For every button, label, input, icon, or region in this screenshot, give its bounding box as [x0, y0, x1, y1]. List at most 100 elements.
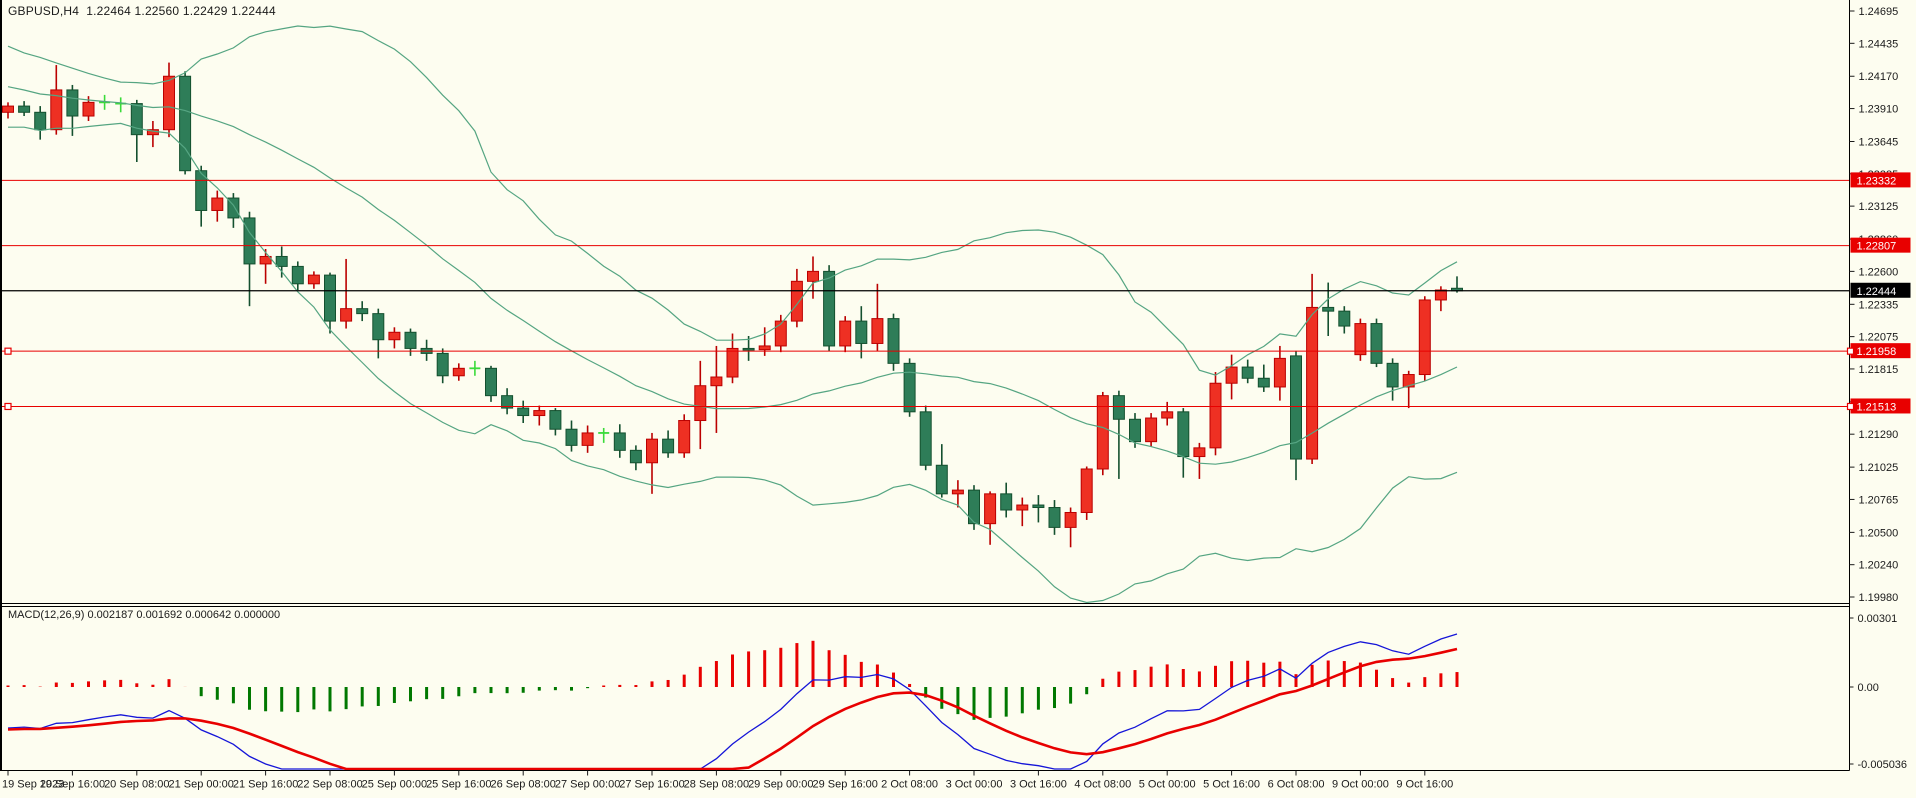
candle	[935, 444, 948, 498]
candle-body	[163, 75, 175, 131]
candle-body	[50, 89, 63, 131]
price-tick-label: 1.24695	[1859, 6, 1899, 18]
candle	[919, 405, 932, 471]
candle	[1370, 318, 1383, 368]
candle-body	[1129, 418, 1141, 443]
candle	[678, 414, 691, 458]
macd-signal-line	[7, 647, 1458, 771]
candle	[581, 425, 594, 453]
price-plate-label: 1.23332	[1857, 175, 1897, 187]
candle	[968, 485, 980, 530]
price-tick-label: 1.24170	[1859, 71, 1899, 83]
time-tick-label: 4 Oct 08:00	[1074, 779, 1131, 791]
plate-handle[interactable]	[1846, 402, 1855, 411]
candle	[1306, 273, 1319, 465]
candle	[565, 420, 578, 452]
bollinger-bands	[7, 25, 1458, 604]
candle	[839, 316, 852, 353]
candle-body	[742, 347, 755, 351]
time-tick-label: 27 Sep 00:00	[555, 779, 620, 791]
price-tick-label: 1.22600	[1859, 266, 1899, 278]
candle	[710, 345, 723, 433]
candle-body	[1000, 493, 1013, 511]
price-plate-label: 1.22807	[1857, 241, 1897, 253]
time-tick-label: 29 Sep 00:00	[748, 779, 813, 791]
candle	[629, 445, 642, 471]
line-handle[interactable]	[4, 347, 12, 355]
candle-body	[388, 331, 401, 341]
candle-body	[629, 449, 642, 464]
candle	[823, 265, 836, 351]
candle	[790, 268, 803, 328]
candle	[324, 272, 336, 334]
candle-body	[1257, 377, 1270, 388]
candle-body	[1032, 504, 1045, 509]
candle	[469, 360, 481, 376]
candle	[1434, 286, 1447, 312]
candle-body	[1354, 323, 1367, 356]
candle	[388, 327, 401, 349]
candle	[1096, 391, 1109, 476]
candle-body	[1225, 366, 1238, 384]
candle-body	[291, 265, 304, 285]
candle-body	[1386, 362, 1399, 388]
candle-body	[1193, 447, 1206, 458]
candle-body	[1112, 395, 1125, 420]
candle-body	[662, 438, 675, 454]
horizontal-price-lines	[0, 179, 1850, 411]
price-plate-label: 1.21958	[1857, 346, 1897, 358]
macd-line	[7, 633, 1458, 770]
candle-body	[581, 432, 594, 446]
candle-body	[1322, 306, 1335, 312]
candle	[1386, 358, 1399, 401]
candle	[646, 432, 658, 494]
time-tick-label: 9 Oct 00:00	[1332, 779, 1389, 791]
chart-title-ohlc: GBPUSD,H4 1.22464 1.22560 1.22429 1.2244…	[8, 4, 276, 18]
candle-body	[243, 217, 256, 265]
plate-handle[interactable]	[1846, 347, 1855, 355]
candle-body	[82, 101, 95, 117]
candle-body	[1418, 299, 1431, 376]
candle	[613, 424, 626, 458]
candle	[275, 246, 288, 278]
candle-body	[678, 420, 691, 454]
candle	[1322, 282, 1335, 337]
candle-body	[356, 308, 369, 315]
candle-body	[1306, 306, 1319, 460]
price-tick-label: 1.20500	[1859, 527, 1899, 539]
candle	[774, 314, 787, 353]
candle-body	[951, 489, 964, 495]
candle	[1161, 401, 1174, 426]
candle-body	[66, 89, 79, 117]
candle-body	[34, 111, 47, 131]
candle-body	[984, 493, 997, 525]
macd-pane[interactable]	[6, 633, 1459, 771]
time-tick-label: 25 Sep 16:00	[426, 779, 491, 791]
candle	[436, 348, 449, 384]
candle	[887, 313, 900, 371]
candle	[1354, 318, 1367, 361]
candle-body	[18, 105, 31, 113]
candle-body	[436, 352, 449, 377]
candle-body	[807, 270, 819, 282]
time-tick-label: 2 Oct 08:00	[881, 779, 938, 791]
candle	[1064, 507, 1077, 548]
candle-body	[1177, 411, 1190, 458]
candle-body	[694, 385, 707, 422]
candle	[1177, 408, 1190, 478]
price-plate	[1850, 282, 1911, 298]
candle-body	[275, 255, 288, 267]
candle-body	[871, 318, 884, 344]
time-tick-label: 20 Sep 08:00	[104, 779, 169, 791]
price-plate	[1850, 172, 1911, 188]
candle	[1418, 296, 1431, 381]
price-tick-label: 1.20240	[1859, 560, 1899, 572]
price-tick-label: 1.21815	[1859, 364, 1899, 376]
line-handle[interactable]	[4, 402, 12, 411]
candle	[1193, 442, 1206, 479]
time-tick-label: 19 Sep 2023	[2, 779, 64, 791]
candle-body	[790, 280, 803, 322]
